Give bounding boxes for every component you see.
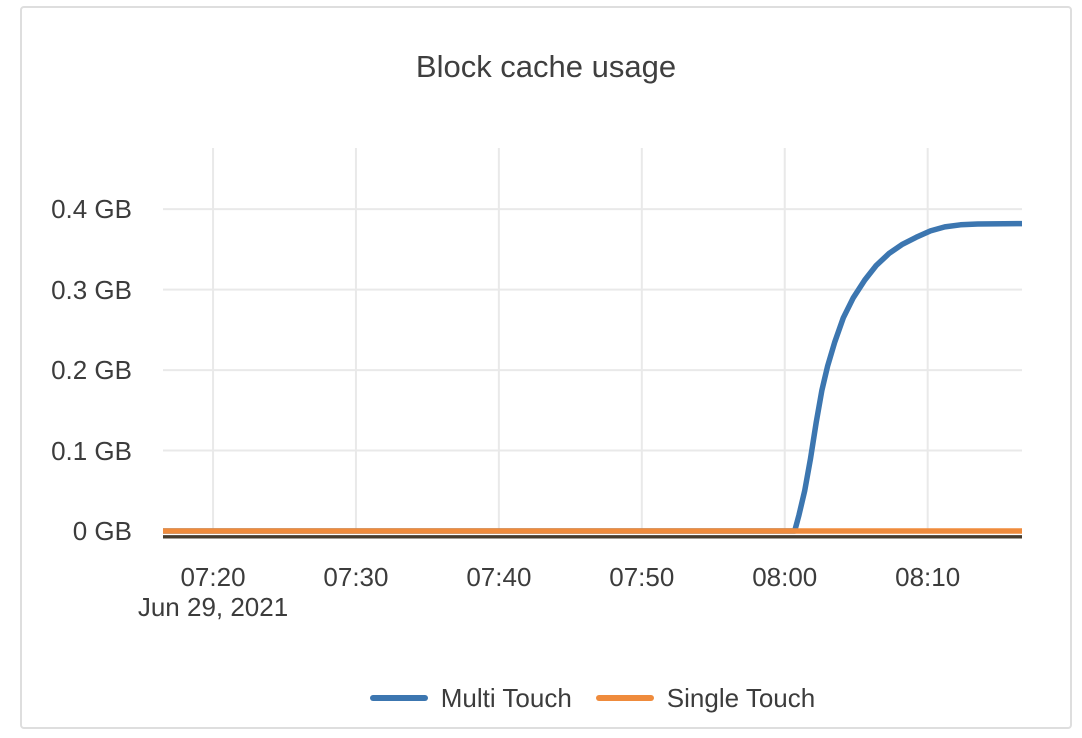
x-tick-label: 08:00 [752,562,818,592]
legend-line-swatch [595,695,654,701]
x-axis-date-note: Jun 29, 2021 [137,592,289,622]
x-tick-label: 07:20 [180,562,246,592]
y-tick-label: 0.4 GB [51,194,132,225]
legend-label: Single Touch [666,683,816,713]
series-line-multi-touch [163,220,1023,534]
legend-line-swatch [369,695,428,701]
chart-legend: Multi Touch Single Touch [163,683,1022,713]
chart-card [20,6,1072,729]
y-tick-label: 0.1 GB [51,435,132,466]
y-tick-label: 0.2 GB [51,355,132,386]
y-tick-label: 0.3 GB [51,274,132,305]
x-tick-label: 07:30 [323,562,389,592]
legend-item-multi-touch: Multi Touch [369,683,572,713]
chart-title: Block cache usage [415,49,677,84]
x-tick-label: 07:50 [609,562,675,592]
legend-item-single-touch: Single Touch [595,683,816,713]
y-tick-label: 0 GB [72,516,132,546]
x-tick-label: 07:40 [466,562,532,592]
legend-label: Multi Touch [440,683,572,713]
x-tick-label: 08:10 [895,562,961,592]
